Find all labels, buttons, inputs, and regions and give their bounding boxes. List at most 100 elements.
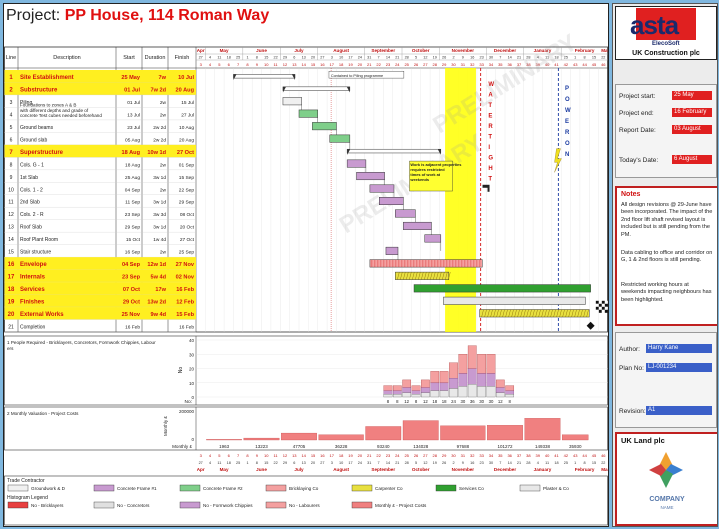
task-finish: 27 Oct <box>177 150 194 156</box>
week-label-top: 15 <box>311 62 316 67</box>
finish-flag-cell <box>604 309 608 313</box>
task-bar <box>282 97 302 106</box>
month-label-top: July <box>294 48 304 53</box>
task-line-number: 14 <box>8 237 14 243</box>
valuation-histogram-frame <box>4 406 608 451</box>
bar-hatch <box>505 309 508 318</box>
day-label-bottom: 13 <box>302 461 306 465</box>
task-line-number: 1 <box>9 75 13 81</box>
plan-value: LJ-001234 <box>646 363 712 372</box>
finish-flag-cell <box>598 303 602 307</box>
people-ytick: 0 <box>191 395 194 400</box>
people-histogram-frame <box>4 335 608 406</box>
legend-trade-name: Carpenter Co <box>375 486 403 491</box>
client-logo-icon <box>649 452 683 488</box>
poweron-letter: O <box>565 141 570 147</box>
day-label-top: 15 <box>264 56 268 60</box>
people-bar-chippies <box>505 390 515 395</box>
task-line-number: 3 <box>10 100 13 106</box>
people-bar-labourers <box>421 379 430 388</box>
week-label-top: 38 <box>526 62 531 67</box>
week-label-top: 32 <box>470 62 475 67</box>
legend-histogram-title: Histogram Legend <box>7 495 48 501</box>
plan-info-box: Author: Harry Kane Plan No: LJ-001234 Re… <box>615 332 717 428</box>
day-label-bottom: 6 <box>293 461 295 465</box>
side-panel: asta ElecoSoft UK Construction plc Proje… <box>612 3 718 527</box>
task-finish: 02 Nov <box>176 275 195 281</box>
people-count-label: 30 <box>489 399 494 404</box>
bar-hatch <box>484 309 487 318</box>
people-count-label: 36 <box>470 399 475 404</box>
people-bar-chippies <box>486 373 496 387</box>
summary-bar-cap <box>291 74 295 80</box>
valuation-bar <box>487 425 523 441</box>
finish-flag-cell <box>595 306 599 310</box>
day-label-top: 5 <box>415 56 417 60</box>
bar-hatch <box>502 309 505 318</box>
bar-hatch <box>490 309 493 318</box>
week-label-top: 44 <box>582 62 587 67</box>
people-row-label: No: <box>185 399 192 405</box>
week-label-bottom: 12 <box>283 453 288 458</box>
day-label-bottom: 11 <box>217 461 221 465</box>
summary-bar <box>233 74 296 79</box>
bar-hatch <box>535 309 538 318</box>
bar-hatch <box>514 309 517 318</box>
task-description: 2nd Slab <box>20 200 40 206</box>
day-label-bottom: 3 <box>331 461 333 465</box>
task-description: with different depths and grade of <box>20 108 89 113</box>
people-bar-labourers <box>458 354 468 374</box>
week-label-bottom: 16 <box>320 453 325 458</box>
legend-histogram-swatch <box>93 501 115 509</box>
valuation-bar <box>402 420 439 441</box>
week-label-top: 10 <box>264 62 269 67</box>
week-label-top: 16 <box>320 62 325 67</box>
month-label-top: November <box>452 48 475 53</box>
week-label-bottom: 30 <box>451 453 456 458</box>
day-label-top: 28 <box>405 56 409 60</box>
task-finish: 15 Sep <box>179 175 195 181</box>
bar-hatch <box>529 309 532 318</box>
day-label-top: 13 <box>302 56 306 60</box>
day-label-bottom: 21 <box>517 461 521 465</box>
task-description: Completion <box>20 325 46 331</box>
people-count-label: 18 <box>442 399 447 404</box>
task-description: 1st Slab <box>20 175 38 181</box>
bar-hatch <box>508 309 511 318</box>
valuation-bar <box>243 437 280 441</box>
task-finish: 10 Aug <box>179 125 194 131</box>
day-label-bottom: 10 <box>339 461 343 465</box>
task-line-number: 12 <box>8 212 14 218</box>
gantt-chart[interactable]: Line Description Start Duration Finish Apr May… <box>4 4 608 526</box>
valuation-bar <box>365 426 402 441</box>
author-label: Author: <box>619 346 640 353</box>
task-finish: 27 Jul <box>181 112 194 118</box>
column-header-line: Line <box>6 55 16 61</box>
valuation-value-label: 97688 <box>457 444 470 449</box>
bar-hatch <box>427 272 430 280</box>
summary-bar-cap <box>346 86 350 93</box>
poweron-letter: P <box>565 86 569 92</box>
task-bar <box>395 271 450 280</box>
month-label-bottom: November <box>452 467 475 472</box>
week-label-top: 6 <box>228 62 231 67</box>
task-start: 25 Nov <box>122 312 141 318</box>
finish-flag-cell <box>598 309 602 313</box>
month-label-bottom: January <box>534 467 552 472</box>
project-start-value: 25 May <box>672 91 712 100</box>
author-value: Harry Kane <box>646 344 712 353</box>
day-label-top: 4 <box>537 56 539 60</box>
people-ytick: 30 <box>189 352 195 357</box>
people-bar-chippies <box>449 378 458 389</box>
day-label-top: 11 <box>545 56 549 60</box>
task-start: 13 Jul <box>127 112 140 118</box>
task-description: Stair structure <box>20 250 51 256</box>
bar-hatch <box>538 309 541 318</box>
task-finish: 01 Sep <box>179 162 195 168</box>
week-label-top: 40 <box>545 62 550 67</box>
week-label-top: 17 <box>330 62 335 67</box>
summary-row-band <box>4 257 196 270</box>
column-header-finish: Finish <box>175 55 190 61</box>
tap-icon <box>482 184 490 188</box>
people-bar-concretors <box>402 392 412 398</box>
